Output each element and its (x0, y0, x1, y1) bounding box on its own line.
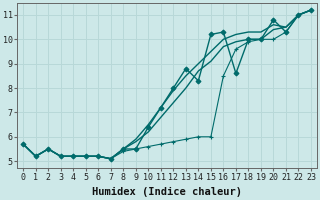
X-axis label: Humidex (Indice chaleur): Humidex (Indice chaleur) (92, 187, 242, 197)
